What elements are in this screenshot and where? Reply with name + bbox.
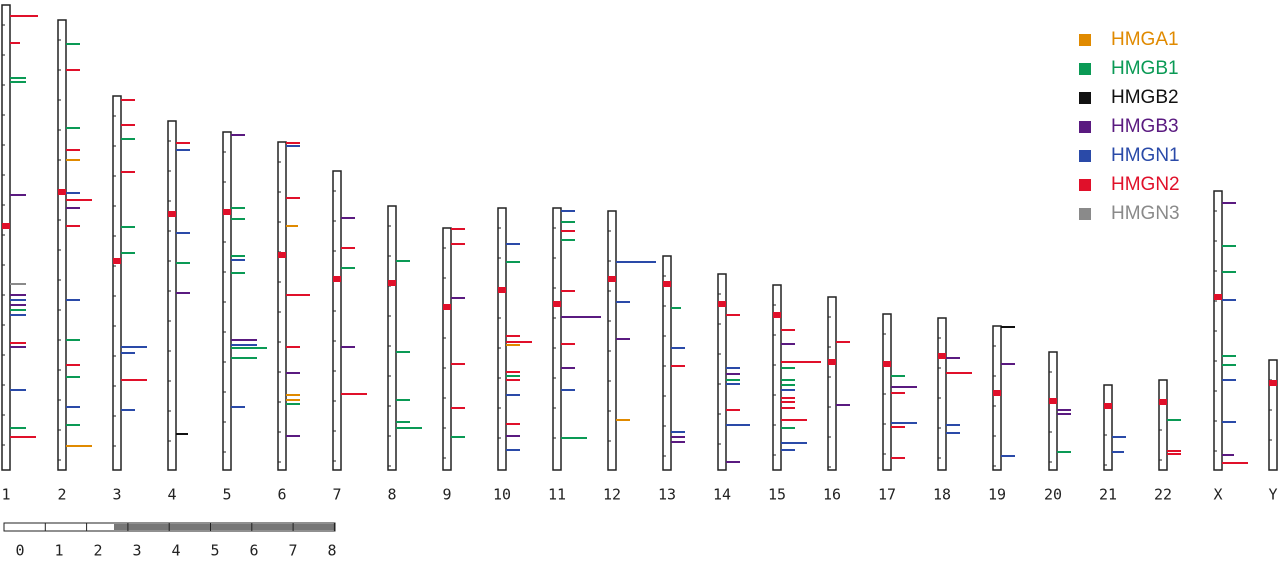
legend-label: HMGN1 [1111,145,1180,166]
legend-swatch [1079,179,1091,191]
chromosome-label: 4 [167,486,176,504]
legend-label: HMGB1 [1111,58,1179,79]
centromere [388,280,396,286]
chromosome-label: 3 [112,486,121,504]
centromere [1104,403,1112,409]
chromosome [882,313,892,471]
chromosome [57,19,67,471]
chromosome-label: 5 [222,486,231,504]
legend-label: HMGB2 [1111,87,1179,108]
chromosome-label: 14 [713,486,731,504]
chromosome-label: 13 [658,486,676,504]
chromosome [772,284,782,471]
centromere [1214,294,1222,300]
legend-swatch [1079,121,1091,133]
scale-label: 1 [54,542,63,560]
chromosome-label: 11 [548,486,566,504]
chromosome [1103,384,1113,471]
centromere [718,301,726,307]
legend-label: HMGB3 [1111,116,1179,137]
centromere [773,312,781,318]
scale-label: 0 [15,542,24,560]
centromere [58,189,66,195]
chromosome [442,227,452,471]
chromosome [332,170,342,471]
chromosome-label: 2 [57,486,66,504]
chromosome-label: X [1213,486,1222,504]
centromere [113,258,121,264]
centromere [883,361,891,367]
chromosome-label: 8 [387,486,396,504]
chromosome [552,207,562,471]
chromosome [717,273,727,471]
chromosome [1048,351,1058,471]
chromosome [1268,359,1278,471]
chromosome-label: 18 [933,486,951,504]
legend-swatch [1079,63,1091,75]
chromosome-label: Y [1268,486,1277,504]
chromosome [112,95,122,471]
chromosome [827,296,837,471]
centromere [1159,399,1167,405]
centromere [553,301,561,307]
chromosome-label: 1 [1,486,10,504]
legend-label: HMGN2 [1111,174,1180,195]
chromosome [992,325,1002,471]
chromosome [497,207,507,471]
centromere [828,359,836,365]
chromosome-label: 17 [878,486,896,504]
legend-swatch [1079,208,1091,220]
centromere [168,211,176,217]
centromere [1269,380,1277,386]
chromosome-label: 6 [277,486,286,504]
centromere [278,252,286,258]
centromere [333,276,341,282]
scale-label: 7 [288,542,297,560]
centromere [938,353,946,359]
centromere [1049,398,1057,404]
legend-label: HMGN3 [1111,203,1180,224]
legend-swatch [1079,34,1091,46]
centromere [993,390,1001,396]
centromere [2,223,10,229]
legend-swatch [1079,92,1091,104]
scale-label: 2 [93,542,102,560]
scale-label: 8 [327,542,336,560]
scale-label: 4 [171,542,180,560]
chromosome [167,120,177,471]
chromosome [1,4,11,471]
chromosome-label: 9 [442,486,451,504]
chromosome [937,317,947,471]
scale-label: 3 [132,542,141,560]
chromosome [662,255,672,471]
scale-label: 5 [210,542,219,560]
chromosome-label: 22 [1154,486,1172,504]
chromosome [277,141,287,471]
chromosome-label: 20 [1044,486,1062,504]
chromosome-label: 19 [988,486,1006,504]
chromosome [387,205,397,471]
legend-label: HMGA1 [1111,29,1179,50]
centromere [443,304,451,310]
chromosome-label: 10 [493,486,511,504]
centromere [223,209,231,215]
chromosome-label: 16 [823,486,841,504]
scale-label: 6 [249,542,258,560]
chromosome [1158,379,1168,471]
chromosome [607,210,617,471]
chromosome-label: 12 [603,486,621,504]
centromere [663,281,671,287]
centromere [498,287,506,293]
chromosome [222,131,232,471]
chromosome-label: 7 [332,486,341,504]
centromere [608,276,616,282]
chromosome-label: 15 [768,486,786,504]
legend-swatch [1079,150,1091,162]
scale-bar-fill [114,524,334,530]
chromosome-label: 21 [1099,486,1117,504]
